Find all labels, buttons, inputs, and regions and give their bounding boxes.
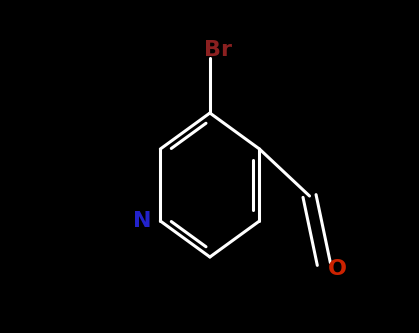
Text: O: O <box>328 259 347 279</box>
Text: N: N <box>133 211 151 231</box>
Text: Br: Br <box>204 40 232 60</box>
